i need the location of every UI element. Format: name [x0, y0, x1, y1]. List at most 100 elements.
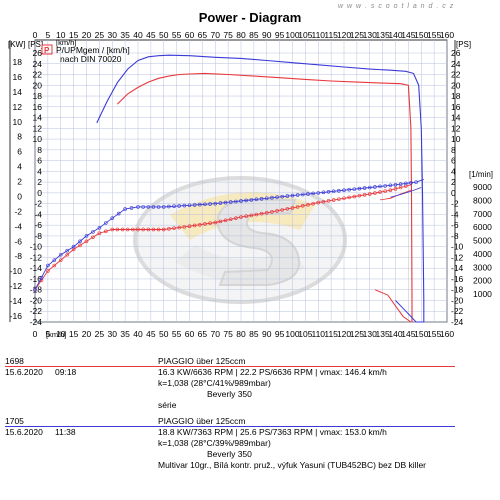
y-right-inner-tick-label: -24	[451, 317, 464, 327]
y-left-tick-label: 4	[17, 162, 22, 172]
x-tick-label-bottom: 5	[46, 329, 51, 339]
y-right-inner-tick-label: 12	[451, 123, 461, 133]
y-right-tick-label: 6000	[473, 222, 492, 232]
x-tick-label-bottom: 35	[120, 329, 130, 339]
rpm-marker	[52, 258, 57, 262]
x-tick-label-bottom: 125	[350, 329, 364, 339]
y-left-tick-label: 18	[13, 57, 23, 67]
y-left-tick-label: -14	[10, 296, 23, 306]
y-right-inner-tick-label: -16	[451, 274, 464, 284]
x-tick-label-bottom: 95	[275, 329, 285, 339]
rpm-marker	[141, 227, 145, 232]
y-left-tick-label: -8	[14, 251, 22, 261]
rpm-marker	[409, 180, 413, 185]
rpm-marker	[234, 199, 238, 204]
run-correction: k=1,038 (28°C/41%/989mbar)	[158, 378, 271, 388]
x-tick-label-bottom: 30	[108, 329, 118, 339]
run-note: Multivar 10gr., Bílá kontr. pruž., výfuk…	[158, 460, 427, 470]
rpm-marker	[326, 190, 331, 194]
rpm-marker	[331, 198, 336, 202]
rpm-marker	[373, 191, 377, 195]
y-left-inner-tick-label: -8	[34, 231, 42, 241]
run-vehicle: Beverly 350	[207, 389, 252, 399]
decel-rpm-line	[390, 187, 422, 198]
rpm-marker	[120, 227, 125, 232]
rpm-marker	[84, 239, 89, 244]
x-tick-label-top: 25	[95, 30, 105, 40]
rpm-marker	[172, 204, 176, 209]
rpm-marker	[33, 287, 37, 292]
rpm-marker	[285, 207, 290, 211]
legend-entry: P/UPMgem / [km/h]	[56, 45, 130, 55]
watermark-text: w w w . s c o o t l a n d . c z	[338, 3, 455, 10]
rpm-marker	[295, 205, 300, 209]
rpm-marker	[331, 189, 336, 194]
power-diagram-chart: Power - Diagram0055101015152020252530303…	[8, 10, 493, 339]
rpm-marker	[161, 227, 166, 232]
x-tick-label-top: 155	[427, 30, 441, 40]
rpm-marker	[398, 182, 403, 186]
rpm-marker	[123, 207, 127, 211]
rpm-marker	[141, 205, 145, 209]
rpm-marker	[398, 185, 403, 190]
y-right-inner-tick-label: 2	[451, 177, 456, 187]
rpm-marker	[342, 196, 346, 201]
x-tick-label-top: 35	[120, 30, 130, 40]
run-color-line-red	[5, 366, 455, 367]
x-tick-label-top: 95	[275, 30, 285, 40]
rpm-marker	[151, 227, 156, 232]
y-left-inner-tick-label: -4	[34, 209, 42, 219]
y-right-inner-tick-label: 16	[451, 102, 461, 112]
run-id: 1698	[5, 356, 24, 366]
y-left-tick-label: 16	[13, 72, 23, 82]
rpm-marker	[146, 205, 151, 209]
y-left-tick-label: 2	[17, 177, 22, 187]
y-left-inner-tick-label: -16	[30, 274, 43, 284]
y-right-tick-label: 5000	[473, 236, 492, 246]
decel-power-line	[374, 289, 412, 323]
rpm-marker	[290, 206, 295, 210]
rpm-marker	[156, 205, 161, 209]
y-right-inner-tick-label: 0	[451, 188, 456, 198]
y-left-tick-label: -16	[10, 311, 23, 321]
y-left-inner-tick-label: -14	[30, 263, 43, 273]
rpm-marker	[110, 227, 115, 232]
rpm-marker	[84, 234, 89, 238]
power-curve-line	[117, 72, 413, 322]
y-right-inner-tick-label: -8	[451, 231, 459, 241]
x-tick-label-top: 20	[82, 30, 92, 40]
rpm-marker	[187, 203, 192, 208]
y-right-inner-axis-label: [PS]	[456, 40, 471, 49]
rpm-marker	[357, 193, 362, 198]
y-left-inner-tick-label: 12	[33, 123, 43, 133]
rpm-marker	[116, 211, 121, 216]
rpm-marker	[347, 195, 351, 200]
y-right-axis-label: [1/min]	[469, 170, 493, 179]
x-tick-label-top: 50	[159, 30, 169, 40]
rpm-marker	[352, 194, 357, 199]
rpm-marker	[146, 227, 151, 232]
rpm-marker	[115, 227, 120, 232]
x-tick-label-bottom: 100	[285, 329, 299, 339]
x-tick-label-bottom: 80	[236, 329, 246, 339]
y-right-tick-label: 1000	[473, 289, 492, 299]
rpm-marker	[244, 198, 248, 203]
rpm-marker	[192, 223, 197, 228]
y-left-inner-axis-label: [PS]	[28, 40, 43, 49]
rpm-marker	[110, 216, 115, 220]
legend-swatch-glyph: P	[44, 46, 50, 55]
y-left-inner-tick-label: 24	[33, 59, 43, 69]
rpm-marker	[388, 188, 393, 192]
x-tick-label-top: 115	[324, 30, 338, 40]
rpm-marker	[97, 226, 102, 230]
rpm-marker	[352, 187, 357, 191]
rpm-marker	[337, 197, 341, 201]
y-left-inner-tick-label: 8	[37, 145, 42, 155]
rpm-marker	[234, 216, 238, 220]
rpm-marker	[208, 202, 212, 206]
rpm-marker	[91, 235, 95, 240]
rpm-marker	[213, 201, 218, 206]
y-right-inner-tick-label: -12	[451, 252, 464, 262]
x-tick-label-top: 60	[185, 30, 195, 40]
y-left-inner-tick-label: 26	[33, 48, 43, 58]
